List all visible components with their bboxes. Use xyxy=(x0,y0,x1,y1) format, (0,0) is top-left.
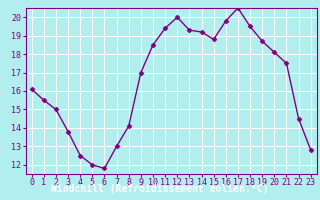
Text: Windchill (Refroidissement éolien,°C): Windchill (Refroidissement éolien,°C) xyxy=(51,183,269,194)
